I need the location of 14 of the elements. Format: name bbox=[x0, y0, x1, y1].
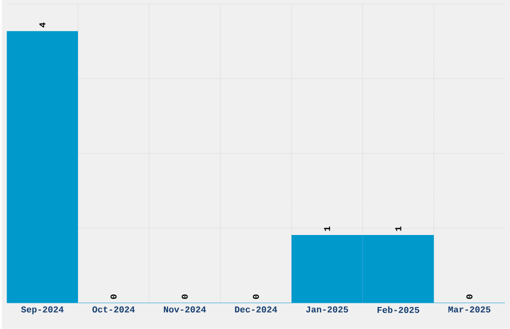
data-label: 0 bbox=[252, 294, 259, 299]
data-label: 0 bbox=[466, 294, 472, 299]
data-label: 0 bbox=[182, 294, 188, 299]
x-tick-label: Feb-2025 bbox=[378, 306, 420, 314]
x-tick-label: Mar-2025 bbox=[448, 306, 490, 313]
x-tick-label: Sep-2024 bbox=[21, 306, 64, 314]
data-label: 4 bbox=[39, 22, 46, 28]
x-tick-label: Oct-2024 bbox=[92, 306, 135, 313]
data-label: 1 bbox=[395, 226, 402, 231]
x-tick-label: Nov-2024 bbox=[164, 306, 206, 313]
x-tick-label: Dec-2024 bbox=[235, 306, 278, 313]
x-tick-label: Jan-2025 bbox=[306, 306, 348, 313]
data-label: 0 bbox=[110, 294, 117, 299]
data-label: 1 bbox=[324, 226, 330, 231]
